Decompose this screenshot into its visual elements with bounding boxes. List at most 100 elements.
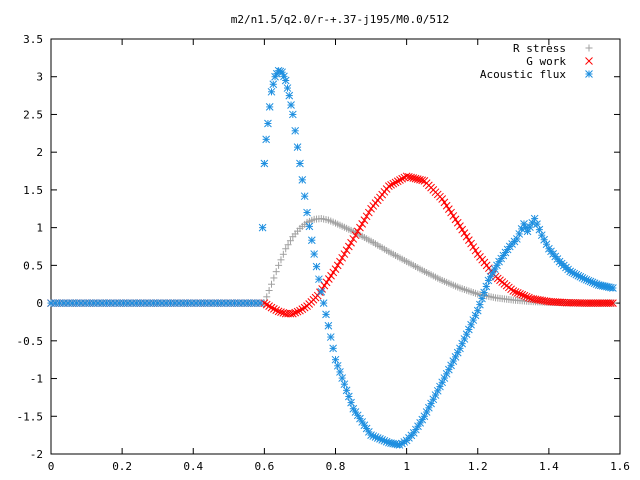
marker-stroke: [338, 374, 347, 382]
marker-stroke: [469, 243, 478, 251]
marker-stroke: [269, 80, 278, 89]
data-point: [296, 159, 304, 168]
data-point: [393, 177, 402, 186]
data-point: [453, 218, 462, 227]
data-point: [260, 159, 269, 168]
data-point: [264, 119, 272, 128]
marker-stroke: [347, 238, 355, 247]
data-point: [513, 289, 522, 297]
data-point: [336, 257, 344, 266]
marker-stroke: [298, 175, 307, 184]
marker-stroke: [329, 344, 337, 353]
marker-stroke: [274, 66, 283, 75]
data-point: [451, 215, 460, 224]
marker-stroke: [272, 306, 281, 314]
data-point: [516, 289, 524, 298]
marker-stroke: [356, 414, 364, 423]
data-point: [288, 309, 297, 318]
legend-marker: [585, 57, 593, 65]
data-point: [478, 294, 486, 303]
data-point: [530, 214, 539, 223]
data-point: [324, 275, 333, 283]
data-point: [440, 198, 449, 207]
marker-stroke: [364, 208, 373, 217]
marker-stroke: [344, 392, 353, 401]
marker-stroke: [476, 300, 484, 309]
data-point: [387, 181, 395, 189]
data-point: [447, 208, 455, 217]
marker-stroke: [542, 240, 551, 249]
data-point: [525, 293, 533, 302]
marker-stroke: [281, 76, 290, 85]
marker-stroke: [320, 281, 329, 290]
data-point: [340, 380, 349, 389]
marker-stroke: [606, 299, 615, 307]
data-point: [458, 225, 467, 234]
marker-stroke: [296, 306, 304, 315]
data-point: [445, 205, 453, 214]
marker-stroke: [340, 380, 349, 389]
data-point: [269, 80, 278, 89]
marker-stroke: [296, 159, 304, 168]
x-tick-label: 1: [403, 460, 410, 473]
marker-stroke: [511, 288, 520, 296]
marker-stroke: [518, 290, 527, 299]
data-point: [307, 236, 316, 245]
data-point: [471, 246, 480, 255]
marker-stroke: [513, 289, 522, 297]
marker-stroke: [326, 333, 335, 341]
data-point: [277, 256, 285, 264]
marker-stroke: [291, 308, 300, 317]
marker-stroke: [360, 216, 369, 224]
marker-stroke: [349, 404, 358, 413]
marker-stroke: [467, 239, 475, 248]
marker-stroke: [305, 222, 314, 231]
marker-stroke: [260, 159, 269, 168]
data-point: [270, 305, 278, 313]
marker-stroke: [276, 67, 285, 76]
data-point: [278, 68, 287, 77]
data-point: [329, 344, 337, 353]
marker-stroke: [362, 212, 371, 221]
data-point: [320, 281, 329, 290]
marker-stroke: [324, 275, 333, 283]
legend-label: R stress: [513, 42, 566, 55]
data-point: [300, 192, 309, 201]
data-point: [331, 355, 340, 364]
marker-stroke: [322, 310, 330, 319]
data-point: [265, 103, 274, 111]
x-tick-label: 0.4: [183, 460, 203, 473]
x-tick-label: 0.2: [112, 460, 132, 473]
marker-stroke: [298, 305, 307, 313]
marker-stroke: [342, 246, 351, 255]
chart-title: m2/n1.5/q2.0/r-+.37-j195/M0.0/512: [231, 13, 450, 26]
marker-stroke: [258, 223, 267, 232]
marker-stroke: [293, 307, 302, 316]
x-tick-label: 1.6: [610, 460, 630, 473]
data-point: [270, 274, 278, 282]
marker-stroke: [536, 296, 544, 304]
plot-frame: [50, 38, 621, 455]
data-point: [398, 174, 407, 183]
marker-stroke: [353, 411, 362, 420]
marker-stroke: [537, 231, 546, 240]
marker-stroke: [529, 295, 538, 303]
marker-stroke: [303, 208, 311, 217]
data-point: [291, 126, 300, 135]
data-point: [389, 179, 398, 188]
marker-stroke: [351, 408, 360, 416]
data-point: [287, 101, 295, 109]
y-tick-label: -0.5: [17, 335, 44, 348]
x-tick-label: 0.8: [326, 460, 346, 473]
data-point: [482, 282, 491, 291]
marker-stroke: [286, 309, 295, 318]
data-point: [438, 195, 447, 203]
data-point: [256, 299, 264, 307]
marker-stroke: [351, 231, 360, 240]
marker-stroke: [331, 355, 340, 364]
marker-stroke: [391, 178, 400, 187]
y-axis: 3.5 3 2.5 2 1.5 1 0.5 0 -0.5 -1 -1.5 -2: [17, 33, 620, 461]
data-point: [284, 241, 292, 249]
